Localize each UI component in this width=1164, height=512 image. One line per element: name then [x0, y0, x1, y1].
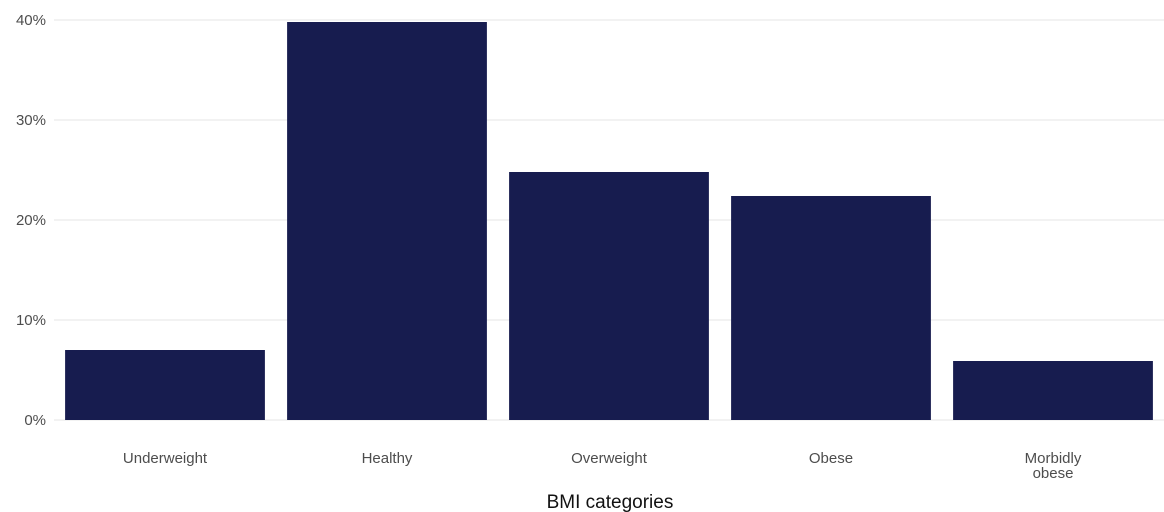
x-axis-title: BMI categories — [547, 492, 674, 512]
bar — [65, 350, 265, 420]
y-tick-label: 20% — [16, 212, 46, 229]
x-tick-label: Obese — [809, 450, 853, 467]
y-tick-label: 30% — [16, 112, 46, 129]
x-axis-ticks: Underweight Healthy Overweight Obese Morbidl… — [123, 450, 1082, 482]
y-axis-ticks: 0% 10% 20% 30% 40% — [16, 12, 46, 429]
bar — [953, 361, 1153, 420]
bars — [65, 22, 1153, 420]
x-tick-label: Overweight — [571, 450, 648, 467]
y-tick-label: 0% — [24, 412, 46, 429]
bar — [287, 22, 487, 420]
bar — [509, 172, 709, 420]
x-tick-label: Healthy — [362, 450, 413, 467]
y-tick-label: 40% — [16, 12, 46, 29]
x-tick-label: Morbidly obese — [1025, 450, 1082, 482]
bar — [731, 196, 931, 420]
y-tick-label: 10% — [16, 312, 46, 329]
x-tick-label: Underweight — [123, 450, 208, 467]
